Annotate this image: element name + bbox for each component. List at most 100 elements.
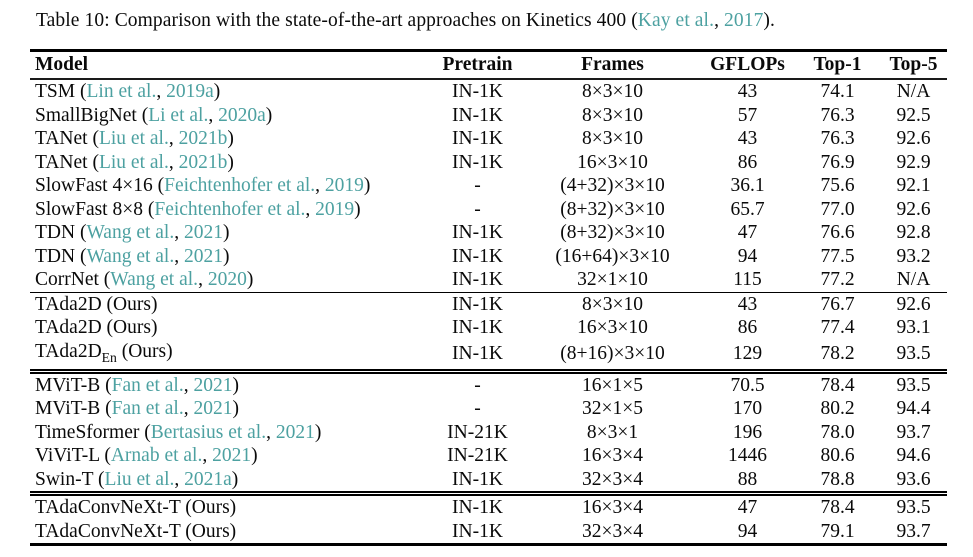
citation-year-link[interactable]: 2021 [183,222,223,243]
citation-author-link[interactable]: Liu et al. [98,128,169,149]
citation-year-link[interactable]: 2019 [324,175,364,196]
gflops-cell: 1446 [728,445,767,467]
citation-year-link[interactable]: 2020a [218,104,266,126]
top5-cell: 92.6 [896,128,931,149]
top5-cell: 92.5 [896,104,931,126]
col-header-model: Model [30,50,430,80]
citation-author-link[interactable]: Liu et al. [104,468,175,490]
model-name: TANet [35,151,88,173]
citation-year-link[interactable]: 2019 [315,198,355,220]
citation-author-link[interactable]: Feichtenhofer et al. [164,175,316,196]
gflops-cell: 65.7 [730,198,765,220]
gflops-cell: 115 [733,269,762,290]
citation-author-link[interactable]: Arnab et al. [110,445,203,467]
citation-year-link[interactable]: 2020 [207,269,247,290]
top5-cell: 93.5 [880,491,947,520]
gflops-cell: 36.1 [730,175,765,196]
citation-author-link[interactable]: Wang et al. [110,269,199,290]
model-name: CorrNet [35,269,99,290]
gflops-cell: 70.5 [700,368,795,398]
table-row: MViT-B (Fan et al., 2021) - 32×1×5 170 80.2 9… [30,397,947,421]
model-cell: TDN (Wang et al., 2021) [35,245,230,267]
pretrain-cell: - [474,198,481,220]
frames-cell: (8+16)×3×10 [560,343,665,365]
top5-cell: 93.2 [896,245,931,267]
model-cell: TANet (Liu et al., 2021b) [35,128,234,149]
pretrain-cell: IN-21K [447,445,508,467]
top1-cell: 77.5 [820,245,855,267]
model-name: TAda2D [35,293,102,315]
frames-cell: 32×3×4 [582,468,643,490]
col-header-gflops: GFLOPs [700,50,795,80]
caption-citation-separator: , [714,10,725,31]
model-name: SlowFast 4×16 [35,175,153,196]
frames-cell: 16×1×5 [525,368,700,398]
citation-year-link[interactable]: 2021a [184,468,232,490]
table-row: SmallBigNet (Li et al., 2020a) IN-1K 8×3×1… [30,104,947,128]
citation-year-link[interactable]: 2021b [178,151,228,173]
top5-cell: 93.6 [896,468,931,490]
frames-cell: 8×3×10 [582,104,643,126]
citation-author-link[interactable]: Liu et al. [98,151,169,173]
citation-author-link[interactable]: Wang et al. [86,245,175,267]
frames-cell: 16×3×4 [525,491,700,520]
model-cell: TAdaConvNeXt-T (Ours) [30,520,430,545]
gflops-cell: 47 [700,491,795,520]
gflops-cell: 129 [732,343,763,365]
citation-year-link[interactable]: 2021 [212,445,252,467]
citation-year-link[interactable]: 2021 [275,421,315,443]
table-caption: Table 10: Comparison with the state-of-t… [36,10,973,32]
top5-cell: 92.6 [896,198,931,220]
top1-cell: 76.7 [795,291,880,316]
citation-author-link[interactable]: Bertasius et al. [150,421,267,443]
gflops-cell: 43 [700,291,795,316]
citation-year-link[interactable]: 2021 [193,374,233,396]
gflops-cell: 86 [737,317,758,338]
pretrain-cell: - [474,398,481,420]
frames-cell: 8×3×10 [582,81,643,102]
model-name: MViT-B [35,374,101,396]
table-header: Model Pretrain Frames GFLOPs Top-1 Top-5 [30,50,947,80]
model-name: TimeSformer [35,421,140,443]
model-name: TANet [35,128,88,149]
table-row: TAdaConvNeXt-T (Ours) IN-1K 32×3×4 94 79.1 93… [30,520,947,545]
top1-cell: 79.1 [820,520,855,542]
citation-author-link[interactable]: Wang et al. [86,222,175,243]
model-cell: TSM (Lin et al., 2019a) [35,81,221,102]
citation-year-link[interactable]: 2021 [183,245,223,267]
citation-author-link[interactable]: Fan et al. [111,374,184,396]
citation-year-link[interactable]: 2021 [193,398,233,420]
caption-text-suffix: ). [763,10,775,31]
pretrain-cell: IN-1K [430,291,525,316]
frames-cell: 8×3×1 [586,421,639,443]
model-name: TAdaConvNeXt-T [35,497,181,519]
model-cell: TAda2D (Ours) [30,291,430,316]
pretrain-cell: IN-1K [452,343,503,365]
top5-cell: 93.5 [896,343,931,365]
citation-year-link[interactable]: 2021b [178,128,228,149]
model-name: TDN [35,222,76,243]
top5-cell: 93.1 [896,317,931,338]
model-cell: TAda2DEn (Ours) [30,340,430,372]
gflops-cell: 43 [737,128,758,149]
top1-cell: 78.0 [820,421,855,443]
model-cell: MViT-B (Fan et al., 2021) [30,368,430,398]
top5-cell: N/A [896,81,931,102]
caption-citation-author-link[interactable]: Kay et al. [637,10,715,31]
gflops-cell: 196 [732,421,763,443]
citation-author-link[interactable]: Li et al. [148,104,209,126]
model-cell: SlowFast 8×8 (Feichtenhofer et al., 2019… [35,198,361,220]
model-cell: ViViT-L (Arnab et al., 2021) [35,445,258,467]
table-body: TSM (Lin et al., 2019a) IN-1K 8×3×10 43 74.1… [30,79,947,545]
model-cell: TimeSformer (Bertasius et al., 2021) [35,421,322,443]
citation-year-link[interactable]: 2019a [166,81,214,102]
caption-citation-year-link[interactable]: 2017 [724,10,764,31]
citation-author-link[interactable]: Lin et al. [86,81,157,102]
gflops-cell: 86 [737,151,758,173]
frames-cell: 32×1×10 [577,269,648,290]
pretrain-cell: IN-1K [452,151,503,173]
model-name: TAda2D [35,340,102,362]
model-cell: TDN (Wang et al., 2021) [35,222,230,243]
citation-author-link[interactable]: Feichtenhofer et al. [154,198,306,220]
citation-author-link[interactable]: Fan et al. [111,398,184,420]
